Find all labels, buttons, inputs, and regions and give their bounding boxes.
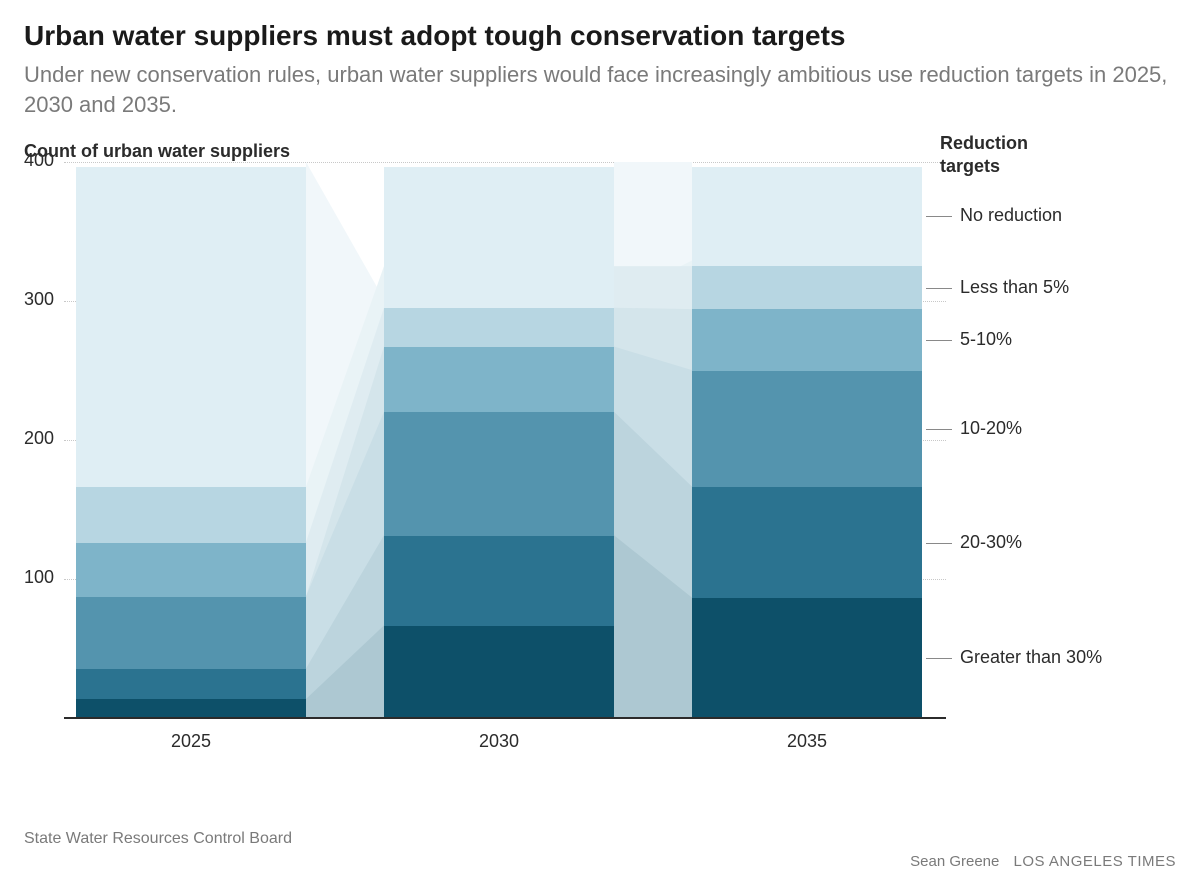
y-tick-label: 100 [24,567,60,588]
bar-segment [384,412,614,535]
bar-segment [384,347,614,412]
chart-title: Urban water suppliers must adopt tough c… [24,20,1176,52]
chart-subtitle: Under new conservation rules, urban wate… [24,60,1176,119]
legend-label: Less than 5% [960,277,1069,298]
bar-segment [76,597,306,669]
bar-stack [692,167,922,718]
bar-stack [76,167,306,718]
bar-stack [384,167,614,718]
legend-label: 10-20% [960,418,1022,439]
legend-label: Greater than 30% [960,647,1102,668]
bar-segment [692,598,922,717]
y-tick-label: 200 [24,428,60,449]
legend-label: No reduction [960,205,1062,226]
chart-area: 100200300400202520302035Reductiontargets… [24,162,1176,763]
source-text: State Water Resources Control Board [24,830,292,848]
bars-region [64,162,994,717]
bar-segment [76,543,306,597]
credit-outlet: LOS ANGELES TIMES [1014,853,1176,870]
bar-segment [384,167,614,309]
bar-segment [384,536,614,626]
legend-label: 5-10% [960,329,1012,350]
chart-container: Urban water suppliers must adopt tough c… [0,0,1200,882]
bar-segment [384,308,614,347]
x-tick-label: 2035 [692,731,922,752]
bar-segment [76,669,306,700]
legend-tick [926,288,952,289]
legend-tick [926,216,952,217]
legend-tick [926,658,952,659]
legend-label: 20-30% [960,532,1022,553]
bar-segment [384,626,614,718]
bar-column [76,162,306,717]
connective-ribbon [306,162,384,717]
bar-segment [76,487,306,543]
legend-tick [926,340,952,341]
bar-segment [692,167,922,267]
legend-tick [926,543,952,544]
bar-segment [692,371,922,488]
connective-ribbon [614,162,692,717]
bar-segment [692,309,922,370]
x-tick-label: 2025 [76,731,306,752]
legend-title: Reductiontargets [940,132,1028,177]
credit-author: Sean Greene [910,853,999,870]
legend-tick [926,429,952,430]
x-axis-baseline [64,717,946,719]
bar-segment [692,487,922,598]
bar-segment [76,699,306,717]
bar-segment [692,266,922,309]
y-tick-label: 300 [24,289,60,310]
bar-column [384,162,614,717]
x-tick-label: 2030 [384,731,614,752]
bar-column [692,162,922,717]
bar-segment [76,167,306,488]
y-tick-label: 400 [24,150,60,171]
credit-text: Sean Greene LOS ANGELES TIMES [910,853,1176,870]
